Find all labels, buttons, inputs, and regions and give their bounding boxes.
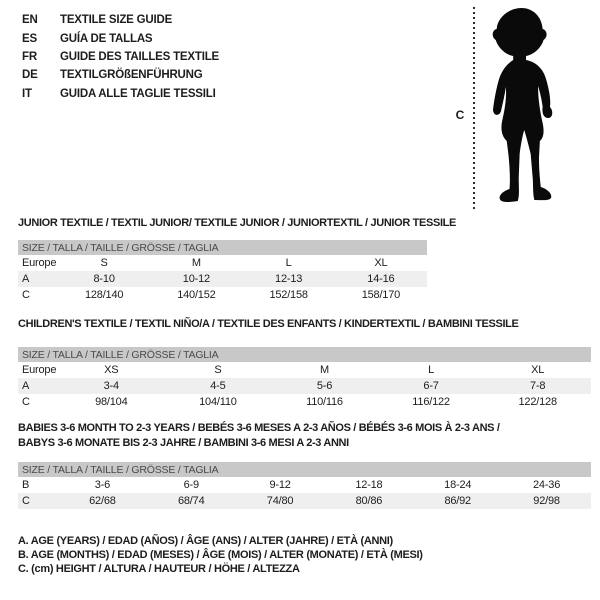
table-row-a: A 8-10 10-12 12-13 14-16 bbox=[18, 271, 427, 287]
col-header: L bbox=[285, 257, 292, 269]
language-code: FR bbox=[22, 50, 37, 63]
junior-size-table: SIZE / TALLA / TAILLE / GRÖSSE / TAGLIA … bbox=[18, 240, 427, 303]
language-code: DE bbox=[22, 69, 38, 82]
cell-value: 92/98 bbox=[502, 493, 591, 509]
size-bar-label: SIZE / TALLA / TAILLE / GRÖSSE / TAGLIA bbox=[18, 462, 591, 477]
col-header: S bbox=[100, 257, 108, 269]
toddler-silhouette-icon bbox=[492, 8, 553, 202]
cell-value: 74/80 bbox=[235, 493, 325, 509]
section-title-babies-line1: BABIES 3-6 MONTH TO 2-3 YEARS / BEBÉS 3-… bbox=[18, 422, 500, 434]
cell-value: 18-24 bbox=[444, 479, 472, 491]
note-height: C. (cm) HEIGHT / ALTURA / HAUTEUR / HÖHE… bbox=[18, 563, 300, 576]
col-header: XS bbox=[104, 364, 119, 376]
cell-value: 12-18 bbox=[355, 479, 383, 491]
row-label: A bbox=[18, 378, 58, 394]
cell-value: 6-7 bbox=[377, 378, 485, 394]
language-title: GUIDE DES TAILLES TEXTILE bbox=[60, 50, 219, 63]
cell-value: 62/68 bbox=[58, 493, 147, 509]
cell-value: 152/158 bbox=[269, 289, 308, 301]
section-title-babies: BABIES 3-6 MONTH TO 2-3 YEARS / BEBÉS 3-… bbox=[18, 421, 500, 450]
cell-value: 104/110 bbox=[199, 396, 237, 408]
cell-value: 8-10 bbox=[58, 271, 151, 287]
children-size-table: SIZE / TALLA / TAILLE / GRÖSSE / TAGLIA … bbox=[18, 347, 591, 410]
language-title: GUÍA DE TALLAS bbox=[60, 32, 153, 45]
table-row-c: C 128/140 140/152 152/158 158/170 bbox=[18, 287, 427, 303]
cell-value: 158/170 bbox=[361, 289, 401, 301]
language-title: TEXTILE SIZE GUIDE bbox=[60, 14, 173, 27]
cell-value: 4-5 bbox=[164, 378, 272, 394]
cell-value: 3-4 bbox=[58, 378, 165, 394]
section-title-junior: JUNIOR TEXTILE / TEXTIL JUNIOR/ TEXTILE … bbox=[18, 217, 457, 229]
size-bar-label: SIZE / TALLA / TAILLE / GRÖSSE / TAGLIA bbox=[18, 240, 427, 255]
cell-value: 122/128 bbox=[518, 396, 558, 408]
col-header: M bbox=[191, 257, 201, 269]
table-row-a: A 3-4 4-5 5-6 6-7 7-8 bbox=[18, 378, 591, 394]
table-row-b: B 3-6 6-9 9-12 12-18 18-24 24-36 bbox=[18, 477, 591, 493]
cell-value: 68/74 bbox=[146, 493, 236, 509]
cell-value: 14-16 bbox=[334, 271, 427, 287]
row-label: C bbox=[22, 289, 30, 301]
size-bar-row: SIZE / TALLA / TAILLE / GRÖSSE / TAGLIA bbox=[18, 462, 591, 477]
cell-value: 3-6 bbox=[94, 479, 111, 491]
region-header: Europe bbox=[22, 257, 57, 269]
row-label: A bbox=[18, 271, 58, 287]
cell-value: 7-8 bbox=[484, 378, 591, 394]
cell-value: 116/122 bbox=[412, 396, 450, 408]
note-age-months: B. AGE (MONTHS) / EDAD (MESES) / ÂGE (MO… bbox=[18, 549, 423, 562]
section-title-babies-line2: BABYS 3-6 MONATE BIS 2-3 JAHRE / BAMBINI… bbox=[18, 436, 349, 449]
language-code: EN bbox=[22, 14, 38, 27]
babies-size-table: SIZE / TALLA / TAILLE / GRÖSSE / TAGLIA … bbox=[18, 462, 591, 509]
footnotes: A. AGE (YEARS) / EDAD (AÑOS) / ÂGE (ANS)… bbox=[18, 534, 423, 577]
height-dashed-line bbox=[473, 7, 475, 210]
col-header: XL bbox=[531, 364, 545, 376]
table-header-row: Europe S M L XL bbox=[18, 255, 427, 271]
row-label: C bbox=[22, 396, 30, 408]
language-title: TEXTILGRÖßENFÜHRUNG bbox=[60, 69, 203, 82]
note-age-years: A. AGE (YEARS) / EDAD (AÑOS) / ÂGE (ANS)… bbox=[18, 535, 393, 547]
cell-value: 98/104 bbox=[95, 396, 128, 408]
cell-value: 24-36 bbox=[533, 479, 561, 491]
language-row-fr: FR GUIDE DES TAILLES TEXTILE bbox=[22, 48, 219, 66]
cell-value: 9-12 bbox=[269, 479, 291, 491]
language-title: GUIDA ALLE TAGLIE TESSILI bbox=[60, 87, 216, 100]
table-header-row: Europe XS S M L XL bbox=[18, 362, 591, 378]
cell-value: 5-6 bbox=[271, 378, 378, 394]
height-label: C bbox=[455, 108, 465, 122]
size-bar-row: SIZE / TALLA / TAILLE / GRÖSSE / TAGLIA bbox=[18, 240, 427, 255]
col-header: S bbox=[214, 364, 222, 376]
row-label: C bbox=[18, 493, 58, 509]
language-code: IT bbox=[22, 87, 32, 100]
cell-value: 80/86 bbox=[324, 493, 414, 509]
cell-value: 140/152 bbox=[177, 289, 216, 301]
region-header: Europe bbox=[22, 364, 57, 376]
language-list: EN TEXTILE SIZE GUIDE ES GUÍA DE TALLAS … bbox=[22, 11, 219, 103]
cell-value: 110/116 bbox=[306, 396, 343, 408]
section-title-children: CHILDREN'S TEXTILE / TEXTIL NIÑO/A / TEX… bbox=[18, 318, 519, 330]
col-header: M bbox=[320, 364, 329, 376]
size-bar-row: SIZE / TALLA / TAILLE / GRÖSSE / TAGLIA bbox=[18, 347, 591, 362]
language-row-de: DE TEXTILGRÖßENFÜHRUNG bbox=[22, 66, 219, 84]
row-label: B bbox=[22, 479, 30, 491]
col-header: L bbox=[428, 364, 435, 376]
cell-value: 128/140 bbox=[84, 289, 124, 301]
language-code: ES bbox=[22, 32, 37, 45]
language-row-it: IT GUIDA ALLE TAGLIE TESSILI bbox=[22, 85, 219, 103]
cell-value: 86/92 bbox=[413, 493, 503, 509]
size-bar-label: SIZE / TALLA / TAILLE / GRÖSSE / TAGLIA bbox=[18, 347, 591, 362]
table-row-c: C 98/104 104/110 110/116 116/122 122/128 bbox=[18, 394, 591, 410]
col-header: XL bbox=[374, 257, 388, 269]
language-row-es: ES GUÍA DE TALLAS bbox=[22, 29, 219, 47]
cell-value: 12-13 bbox=[242, 271, 335, 287]
table-row-c: C 62/68 68/74 74/80 80/86 86/92 92/98 bbox=[18, 493, 591, 509]
language-row-en: EN TEXTILE SIZE GUIDE bbox=[22, 11, 219, 29]
cell-value: 10-12 bbox=[150, 271, 243, 287]
cell-value: 6-9 bbox=[183, 479, 200, 491]
